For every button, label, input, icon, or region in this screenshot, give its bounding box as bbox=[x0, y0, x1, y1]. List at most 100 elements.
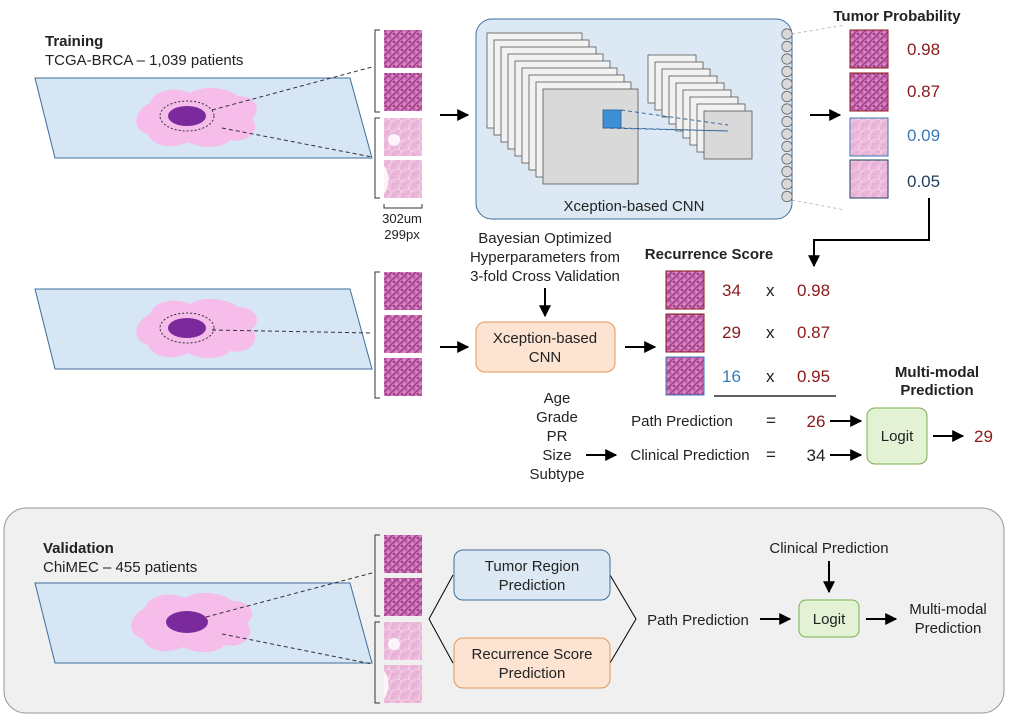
score-times-3: x bbox=[766, 367, 775, 386]
tumor-region-box bbox=[453, 549, 611, 601]
validation-branch-right bbox=[609, 574, 637, 664]
logit-label: Logit bbox=[881, 428, 914, 445]
recurrence-section: Bayesian Optimized Hyperparameters from … bbox=[34, 230, 836, 399]
score-times-1: x bbox=[766, 281, 775, 300]
arrow-prob-to-recurrence bbox=[808, 198, 930, 268]
recurrence-score-line-1: Recurrence Score bbox=[472, 646, 593, 663]
validation-path-label: Path Prediction bbox=[647, 612, 749, 629]
hyperparams-line-1: Bayesian Optimized bbox=[478, 230, 611, 247]
prob-tile-4 bbox=[849, 159, 889, 199]
tumor-region-line-2: Prediction bbox=[499, 577, 566, 594]
logit-box bbox=[866, 407, 928, 465]
training-subtitle: TCGA-BRCA – 1,039 patients bbox=[45, 52, 243, 69]
validation-tile-4-gap bbox=[384, 671, 389, 699]
cnn-feature-maps-large bbox=[486, 32, 639, 185]
score-value-3: 16 bbox=[722, 367, 741, 386]
dense-node bbox=[781, 90, 793, 103]
dense-node bbox=[781, 153, 793, 165]
recurrence-tumor-region bbox=[159, 312, 215, 344]
tumor-region-line-1: Tumor Region bbox=[485, 558, 579, 575]
dense-node bbox=[781, 53, 793, 65]
score-prob-1: 0.98 bbox=[797, 281, 830, 300]
score-tile-3 bbox=[665, 356, 705, 396]
training-tumor bbox=[168, 106, 206, 126]
prob-tile-1 bbox=[849, 29, 889, 69]
prob-value-3: 0.09 bbox=[907, 126, 940, 145]
dense-node bbox=[781, 128, 793, 140]
path-prediction-value: 26 bbox=[807, 412, 826, 431]
multimodal-output-value: 29 bbox=[974, 427, 993, 446]
validation-output-line-1: Multi-modal bbox=[909, 601, 987, 618]
validation-branch-left bbox=[428, 574, 454, 664]
prob-tile-3 bbox=[849, 117, 889, 157]
training-title: Training bbox=[45, 33, 103, 50]
recurrence-cnn-line-1: Xception-based bbox=[493, 330, 597, 347]
scale-px-label: 299px bbox=[384, 227, 420, 242]
bracket-tumor-tiles bbox=[374, 29, 380, 113]
clinical-feature-subtype: Subtype bbox=[529, 466, 584, 483]
validation-bracket-normal bbox=[374, 621, 380, 704]
validation-tile-1 bbox=[384, 535, 422, 573]
score-prob-2: 0.87 bbox=[797, 323, 830, 342]
clinical-equals: = bbox=[766, 445, 776, 464]
training-tile-3-vessel bbox=[388, 134, 400, 146]
multimodal-section: Multi-modal Prediction Age Grade PR Size… bbox=[529, 364, 992, 483]
recurrence-zoom-line bbox=[211, 329, 373, 334]
dense-node bbox=[781, 28, 793, 40]
training-tumor-region bbox=[159, 100, 215, 132]
recurrence-tumor bbox=[168, 318, 206, 338]
clinical-feature-pr: PR bbox=[547, 428, 568, 445]
clinical-feature-age: Age bbox=[544, 390, 571, 407]
cnn-receptive-field bbox=[602, 109, 622, 129]
recurrence-tile-1 bbox=[384, 272, 422, 310]
validation-logit-label: Logit bbox=[813, 611, 846, 628]
clinical-prediction-label: Clinical Prediction bbox=[630, 447, 749, 464]
validation-tile-4 bbox=[384, 665, 422, 703]
validation-title: Validation bbox=[43, 540, 114, 557]
validation-clinical-label: Clinical Prediction bbox=[769, 540, 888, 557]
path-equals: = bbox=[766, 411, 776, 430]
validation-tumor bbox=[166, 611, 208, 633]
dense-node bbox=[781, 178, 793, 190]
validation-zoom-line-bottom bbox=[221, 633, 373, 665]
training-tile-2 bbox=[384, 73, 422, 111]
score-value-1: 34 bbox=[722, 281, 741, 300]
recurrence-score-box bbox=[453, 637, 611, 689]
clinical-feature-grade: Grade bbox=[536, 409, 578, 426]
training-tile-4-gap bbox=[384, 166, 389, 194]
validation-tile-2 bbox=[384, 578, 422, 616]
validation-section: Validation ChiMEC – 455 patients Tumor R… bbox=[3, 507, 1005, 714]
hyperparams-line-3: 3-fold Cross Validation bbox=[470, 268, 620, 285]
recurrence-score-title: Recurrence Score bbox=[645, 246, 773, 263]
zoom-line-bottom bbox=[221, 127, 373, 158]
dense-node bbox=[781, 115, 793, 128]
scale-um-label: 302um bbox=[382, 211, 422, 226]
hyperparams-line-2: Hyperparameters from bbox=[470, 249, 620, 266]
dense-node bbox=[781, 40, 793, 53]
validation-tile-3-vessel bbox=[388, 638, 400, 650]
score-value-2: 29 bbox=[722, 323, 741, 342]
prob-value-1: 0.98 bbox=[907, 40, 940, 59]
dense-node bbox=[781, 165, 793, 178]
tumor-probability-title: Tumor Probability bbox=[833, 8, 961, 25]
training-tile-4 bbox=[384, 160, 422, 198]
training-cnn-label: Xception-based CNN bbox=[564, 198, 705, 215]
recurrence-cnn-box bbox=[475, 321, 616, 373]
clinical-feature-size: Size bbox=[542, 447, 571, 464]
dense-projection-bottom bbox=[791, 199, 846, 211]
prob-tile-2 bbox=[849, 72, 889, 112]
multimodal-title-line-2: Prediction bbox=[900, 382, 973, 399]
score-tile-1 bbox=[665, 270, 705, 310]
prob-value-2: 0.87 bbox=[907, 82, 940, 101]
bracket-normal-tiles bbox=[374, 117, 380, 199]
training-section: Training TCGA-BRCA – 1,039 patients 302u… bbox=[34, 8, 961, 268]
validation-zoom-line-top bbox=[205, 572, 373, 618]
prob-value-4: 0.05 bbox=[907, 172, 940, 191]
score-prob-3: 0.95 bbox=[797, 367, 830, 386]
dense-node bbox=[781, 140, 793, 153]
dense-node bbox=[781, 65, 793, 78]
score-tile-2 bbox=[665, 313, 705, 353]
dense-node bbox=[781, 190, 793, 203]
clinical-prediction-value: 34 bbox=[807, 446, 826, 465]
